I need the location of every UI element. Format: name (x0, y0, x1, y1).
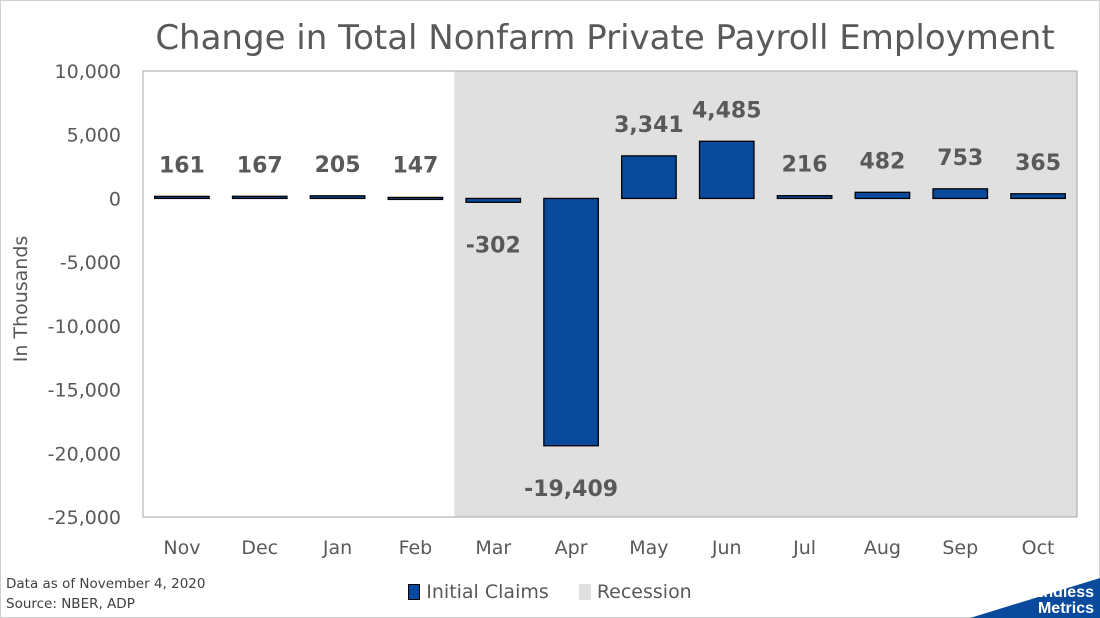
x-tick-label: Aug (864, 537, 901, 559)
y-tick-label: 0 (109, 188, 121, 210)
bars-layer (154, 140, 1066, 447)
legend-label-series: Initial Claims (426, 580, 549, 603)
data-label: -19,409 (524, 477, 618, 502)
y-tick-label: 10,000 (55, 61, 121, 83)
bar (1010, 193, 1066, 200)
bar (621, 155, 677, 200)
footnote-date: Data as of November 4, 2020 (6, 576, 206, 592)
logo-shape (970, 578, 1100, 618)
bar (309, 195, 366, 200)
bar (154, 195, 210, 200)
data-label: 216 (782, 153, 828, 178)
legend-swatch-series (408, 583, 421, 600)
bar (854, 191, 911, 200)
x-tick-label: Dec (241, 537, 278, 559)
x-tick-label: Nov (163, 537, 200, 559)
x-tick-label: Mar (475, 537, 511, 559)
data-label: 482 (859, 149, 905, 174)
data-label: 4,485 (692, 98, 762, 123)
data-label: 147 (392, 154, 438, 179)
chart-title: Change in Total Nonfarm Private Payroll … (155, 18, 1055, 58)
footnote-source: Source: NBER, ADP (6, 596, 135, 612)
y-tick-label: -15,000 (48, 380, 121, 402)
legend: Initial Claims Recession (0, 580, 1100, 603)
legend-label-recession: Recession (596, 580, 692, 603)
y-tick-label: -20,000 (48, 443, 121, 465)
x-tick-label: Feb (399, 537, 433, 559)
data-label: 753 (937, 146, 983, 171)
footnote: Data as of November 4, 2020 Source: NBER… (6, 574, 205, 614)
x-tick-label: Oct (1022, 537, 1055, 559)
bar (231, 195, 288, 200)
x-tick-label: Jan (322, 537, 352, 559)
data-label: 205 (315, 153, 361, 178)
legend-item-recession: Recession (578, 580, 692, 603)
x-tick-label: Jul (792, 537, 816, 559)
y-tick-label: -5,000 (60, 252, 121, 274)
bar (932, 188, 989, 200)
x-tick-label: Sep (942, 537, 978, 559)
data-label: -302 (466, 233, 521, 258)
x-tick-label: May (629, 537, 668, 559)
data-label: 161 (159, 153, 205, 178)
bar (387, 196, 444, 201)
data-label: 167 (237, 153, 283, 178)
legend-item-series: Initial Claims (408, 581, 549, 603)
plot-area-border (142, 70, 1078, 518)
legend-swatch-recession (578, 583, 591, 600)
data-label: 3,341 (614, 113, 684, 138)
logo-line-1: Endless (1032, 584, 1094, 601)
bar (543, 197, 599, 447)
y-tick-label: -10,000 (48, 316, 121, 338)
y-tick-label: 5,000 (67, 125, 121, 147)
axis-layer: 10,000 5,000 0 -5,000 -10,000 -15,000 -20,000 -… (10, 61, 1078, 559)
bar (698, 140, 755, 200)
logo-text: Endless Metrics (1033, 585, 1094, 617)
bar (465, 197, 522, 203)
x-tick-label: Jun (711, 537, 742, 559)
y-tick-label: -25,000 (48, 507, 121, 529)
y-axis-title: In Thousands (10, 236, 32, 363)
logo-line-2: Metrics (1037, 600, 1094, 617)
bar (776, 195, 833, 200)
logo: Endless Metrics (930, 578, 1100, 618)
data-label: 365 (1015, 151, 1061, 176)
x-tick-label: Apr (555, 537, 588, 559)
labels-layer: 161 167 205 147 -302 -19,409 3,341 4,485 216 482 7… (159, 98, 1061, 501)
